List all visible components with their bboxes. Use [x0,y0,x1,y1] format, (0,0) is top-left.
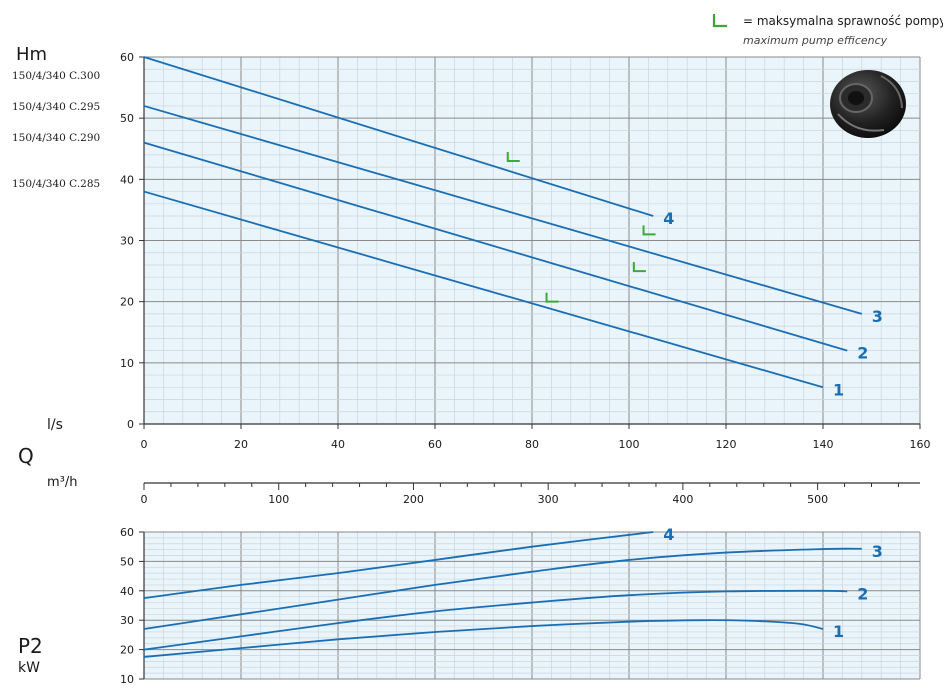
head-curve-label: 3 [872,307,883,326]
head-x-tick-label: 0 [141,438,148,451]
head-curve-label: 1 [833,380,844,399]
head-y-tick-label: 0 [127,418,134,431]
efficiency-legend-marker-icon [712,14,727,28]
head-x-tick-label: 100 [619,438,640,451]
m3h-tick-label: 100 [268,493,289,506]
legend-text-en: maximum pump efficency [743,34,888,47]
efficiency-marker [642,225,656,236]
head-x-tick-label: 120 [716,438,737,451]
power-curve-3 [143,547,862,630]
head-plot-axes: 0 10 20 30 40 50 60 0 20 40 60 80 100 120 140 160 [120,51,931,451]
m3h-tick-label: 500 [807,493,828,506]
m3h-tick-label: 400 [672,493,693,506]
power-unit-label: kW [18,660,40,676]
head-x-tick-label: 60 [428,438,442,451]
efficiency-marker [545,292,559,303]
m3h-tick-label: 0 [141,493,148,506]
head-curves: 123 4 [143,56,883,399]
head-y-tick-label: 60 [120,51,134,64]
flow-m3h-axis: 0 100 200 300 400 500 [141,482,920,506]
power-y-tick-label: 20 [120,644,134,657]
power-plot-axes: 10 20 30 40 50 60 [120,526,145,686]
power-y-tick-label: 10 [120,673,134,686]
power-curve-label: 3 [872,542,883,561]
flow-axis-title: Q [18,444,34,468]
head-x-tick-label: 40 [331,438,345,451]
head-y-tick-label: 20 [120,296,134,309]
head-curve-4 [143,56,654,217]
head-x-tick-label: 140 [813,438,834,451]
model-label: 150/4/340 C.285 [12,178,101,190]
power-curve-4 [143,531,654,600]
head-curve-2 [143,141,848,352]
head-y-tick-label: 10 [120,357,134,370]
efficiency-markers [506,151,656,303]
head-y-tick-label: 40 [120,173,134,186]
power-curve-1 [143,619,824,658]
power-curve-label: 4 [663,525,674,544]
m3h-tick-label: 200 [403,493,424,506]
flow-ls-unit-label: l/s [47,417,63,433]
power-curve-label: 1 [833,622,844,641]
power-y-tick-label: 40 [120,585,134,598]
power-curves: 12 3 4 [143,525,883,658]
flow-m3h-unit-label: m³/h [47,475,78,490]
power-curve-label: 2 [857,584,868,603]
head-y-tick-label: 50 [120,112,134,125]
head-y-tick-label: 30 [120,235,134,248]
head-plot-grid [143,56,921,425]
pump-impeller-image [830,70,906,138]
head-curve-label: 4 [663,209,674,228]
model-label: 150/4/340 C.290 [12,132,101,144]
power-plot-grid [143,531,921,680]
head-curve-3 [143,105,863,315]
power-curve-2 [143,589,848,651]
model-label: 150/4/340 C.300 [12,70,101,82]
efficiency-legend-marker-icon [712,14,727,28]
legend-text-pl: = maksymalna sprawność pompy [743,14,943,28]
head-x-tick-label: 20 [234,438,248,451]
efficiency-marker [632,262,646,273]
head-x-tick-label: 160 [910,438,931,451]
efficiency-marker [506,151,520,162]
head-x-tick-label: 80 [525,438,539,451]
power-y-tick-label: 50 [120,555,134,568]
head-curve-1 [143,190,824,389]
m3h-tick-label: 300 [538,493,559,506]
head-axis-title: Hm [16,44,48,65]
model-label: 150/4/340 C.295 [12,101,101,113]
power-axis-title: P2 [18,634,43,658]
head-curve-label: 2 [857,344,868,363]
power-y-tick-label: 60 [120,526,134,539]
power-y-tick-label: 30 [120,614,134,627]
